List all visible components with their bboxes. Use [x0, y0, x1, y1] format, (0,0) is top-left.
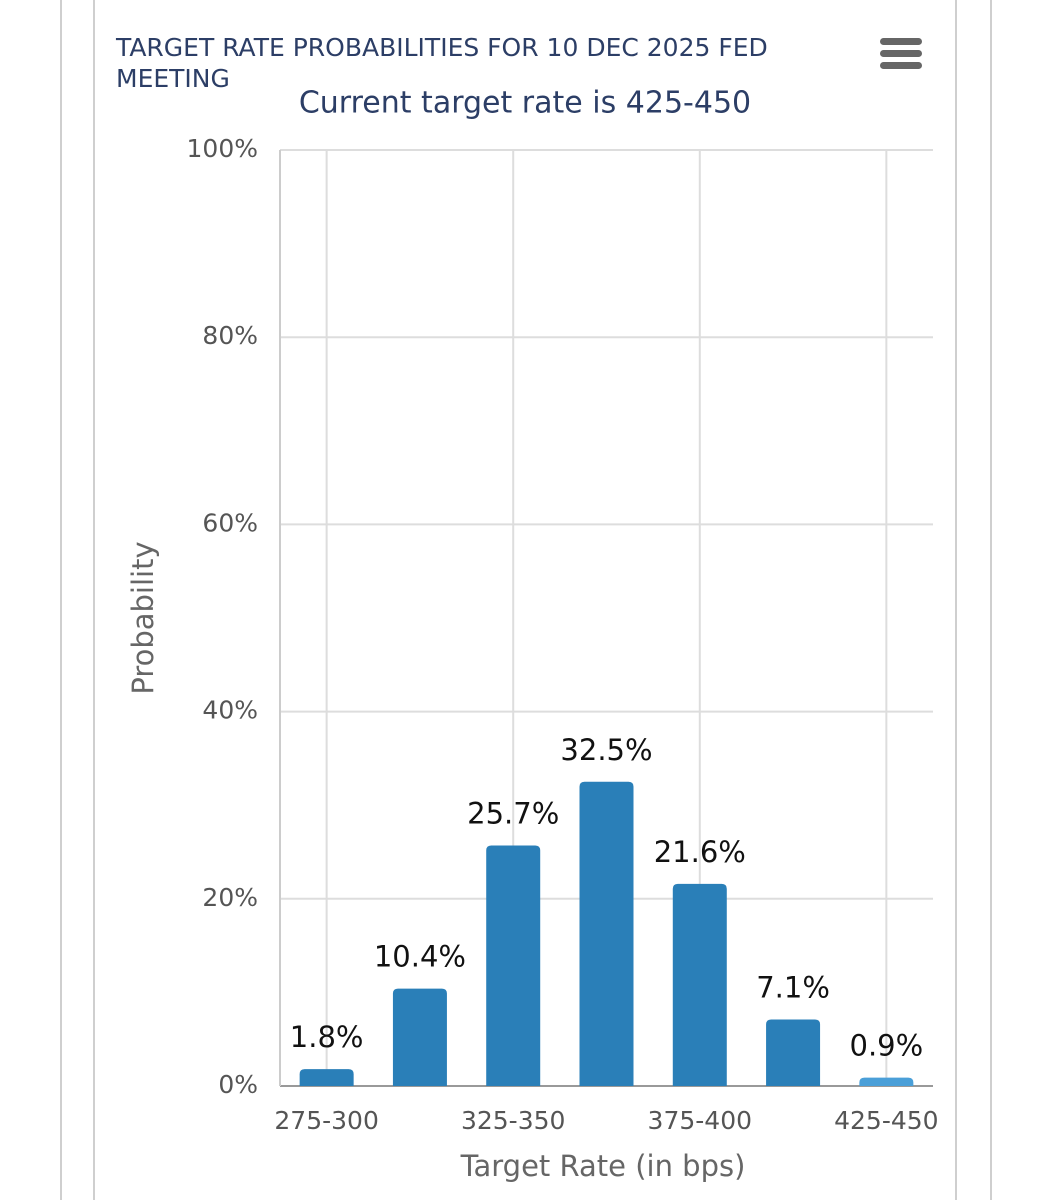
chart-subtitle: Current target rate is 425-450 [299, 86, 751, 121]
bar [299, 1069, 354, 1086]
y-tick-label: 100% [187, 134, 258, 163]
bar [672, 883, 727, 1086]
bar [766, 1019, 821, 1086]
data-label: 25.7% [467, 796, 559, 830]
data-label: 32.5% [560, 733, 652, 767]
chart-title: TARGET RATE PROBABILITIES FOR 10 DEC 202… [116, 33, 768, 93]
bar [486, 845, 541, 1086]
x-tick-label: 325-350 [461, 1106, 565, 1135]
y-tick-label: 0% [218, 1070, 258, 1099]
bar [392, 988, 447, 1086]
y-tick-label: 80% [202, 321, 258, 350]
data-label: 0.9% [850, 1029, 924, 1063]
y-tick-label: 20% [202, 883, 258, 912]
data-label: 10.4% [374, 940, 466, 974]
frame-border [955, 0, 957, 1200]
y-tick-label: 40% [202, 696, 258, 725]
y-axis-title: Probability [126, 541, 160, 694]
y-tick-label: 60% [202, 508, 258, 537]
bar [859, 1077, 914, 1086]
x-tick-label: 425-450 [834, 1106, 938, 1135]
menu-button[interactable] [880, 38, 922, 74]
bar [579, 781, 634, 1086]
data-label: 7.1% [756, 971, 830, 1005]
x-tick-label: 375-400 [648, 1106, 752, 1135]
x-axis-title: Target Rate (in bps) [460, 1149, 746, 1183]
frame-border [990, 0, 992, 1200]
frame-border [60, 0, 62, 1200]
x-tick-label: 275-300 [274, 1106, 378, 1135]
frame-border [93, 0, 95, 1200]
data-label: 1.8% [290, 1020, 364, 1054]
data-label: 21.6% [654, 835, 746, 869]
